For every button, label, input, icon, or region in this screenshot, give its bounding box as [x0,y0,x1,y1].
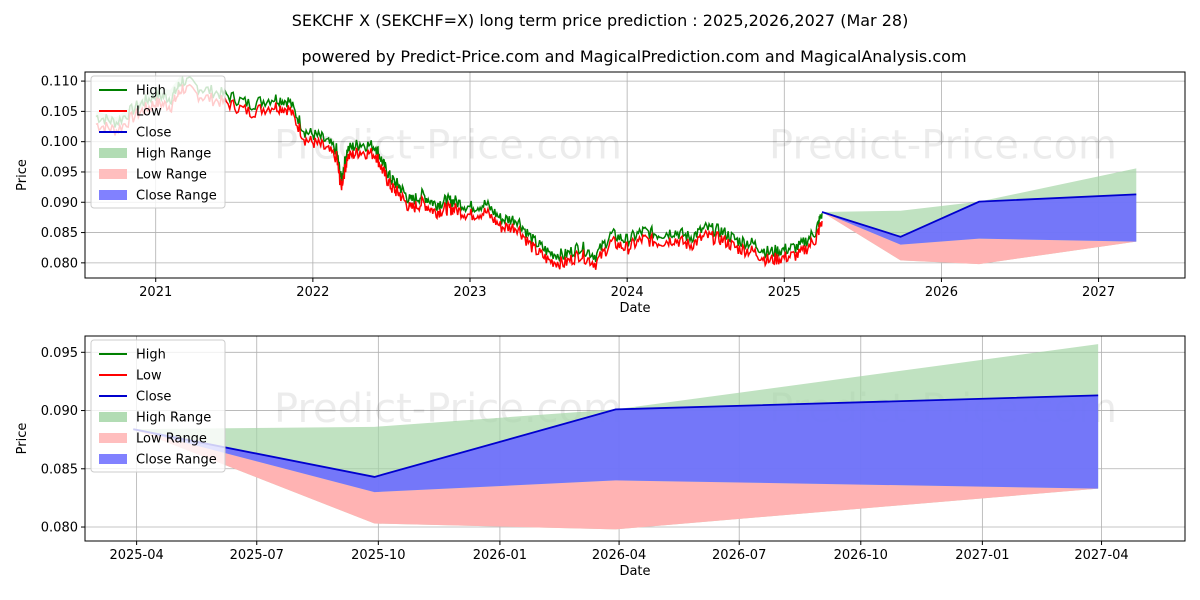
legend-label-high: High [136,84,166,99]
y-tick-label: 0.095 [41,165,78,180]
x-axis-label: Date [619,564,650,579]
chart-legend: High Low Close High Range Low Range Close Ran… [90,339,226,473]
x-tick-label: 2023 [453,285,486,300]
x-tick-label: 2026 [925,285,958,300]
y-tick-label: 0.080 [41,521,78,536]
y-tick-label: 0.085 [41,462,78,477]
legend-label-close-range: Close Range [136,189,217,204]
legend-label-close: Close [136,390,171,405]
close-range-area [133,395,1099,493]
forecast-detail-panel: Predict-Price.comPredict-Price.com2025-0… [15,335,1186,579]
plot-frame [84,335,1186,542]
legend-swatch-low-range [99,433,127,443]
y-tick-label: 0.080 [41,256,78,271]
y-tick-label: 0.090 [41,196,78,211]
y-tick-label: 0.085 [41,226,78,241]
close-forecast-line [821,193,1137,238]
x-tick-label: 2026-01 [473,548,527,563]
legend-swatch-low-range [99,169,127,179]
x-tick-label: 2021 [139,285,172,300]
watermark-text: Predict-Price.com [274,123,622,169]
y-tick-label: 0.105 [41,105,78,120]
legend-label-high-range: High Range [136,411,211,426]
chart-title: SEKCHF X (SEKCHF=X) long term price pred… [292,11,909,30]
watermark-text: Predict-Price.com [769,123,1117,169]
x-tick-label: 2024 [611,285,644,300]
low-range-area [133,429,1099,530]
x-tick-label: 2027 [1082,285,1115,300]
y-tick-label: 0.095 [41,346,78,361]
legend-label-close-range: Close Range [136,453,217,468]
low-range-area [822,211,1137,265]
legend-label-close: Close [136,126,171,141]
y-axis-label: Price [15,423,30,455]
y-tick-label: 0.110 [41,75,78,90]
y-tick-label: 0.090 [41,404,78,419]
high-series-line [95,75,823,262]
y-axis-label: Price [15,159,30,191]
y-tick-label: 0.100 [41,135,78,150]
x-tick-label: 2026-07 [712,548,766,563]
x-tick-label: 2027-01 [955,548,1009,563]
legend-label-high: High [136,348,166,363]
x-tick-label: 2025-10 [351,548,405,563]
x-tick-label: 2026-10 [834,548,888,563]
close-forecast-line [133,394,1099,478]
legend-swatch-close-range [99,454,127,464]
low-series-line [95,83,823,270]
x-tick-label: 2025-04 [109,548,163,563]
x-tick-label: 2026-04 [592,548,646,563]
legend-label-low-range: Low Range [136,432,207,447]
close-range-area [822,194,1137,245]
legend-swatch-high-range [99,412,127,422]
plot-frame [84,71,1186,279]
long-term-panel: Predict-Price.com Predict-Price.com 2021 20… [15,71,1186,316]
x-tick-label: 2025-07 [230,548,284,563]
x-tick-label: 2022 [296,285,329,300]
x-tick-label: 2025 [768,285,801,300]
legend-swatch-close-range [99,190,127,200]
x-tick-label: 2027-04 [1074,548,1128,563]
chart-subtitle: powered by Predict-Price.com and Magical… [301,47,966,66]
legend-label-low: Low [136,369,162,384]
chart-legend: High Low Close High Range Low Range Close Ran… [90,75,226,209]
legend-label-high-range: High Range [136,147,211,162]
legend-label-low: Low [136,105,162,120]
legend-label-low-range: Low Range [136,168,207,183]
legend-swatch-high-range [99,148,127,158]
x-axis-label: Date [619,301,650,316]
